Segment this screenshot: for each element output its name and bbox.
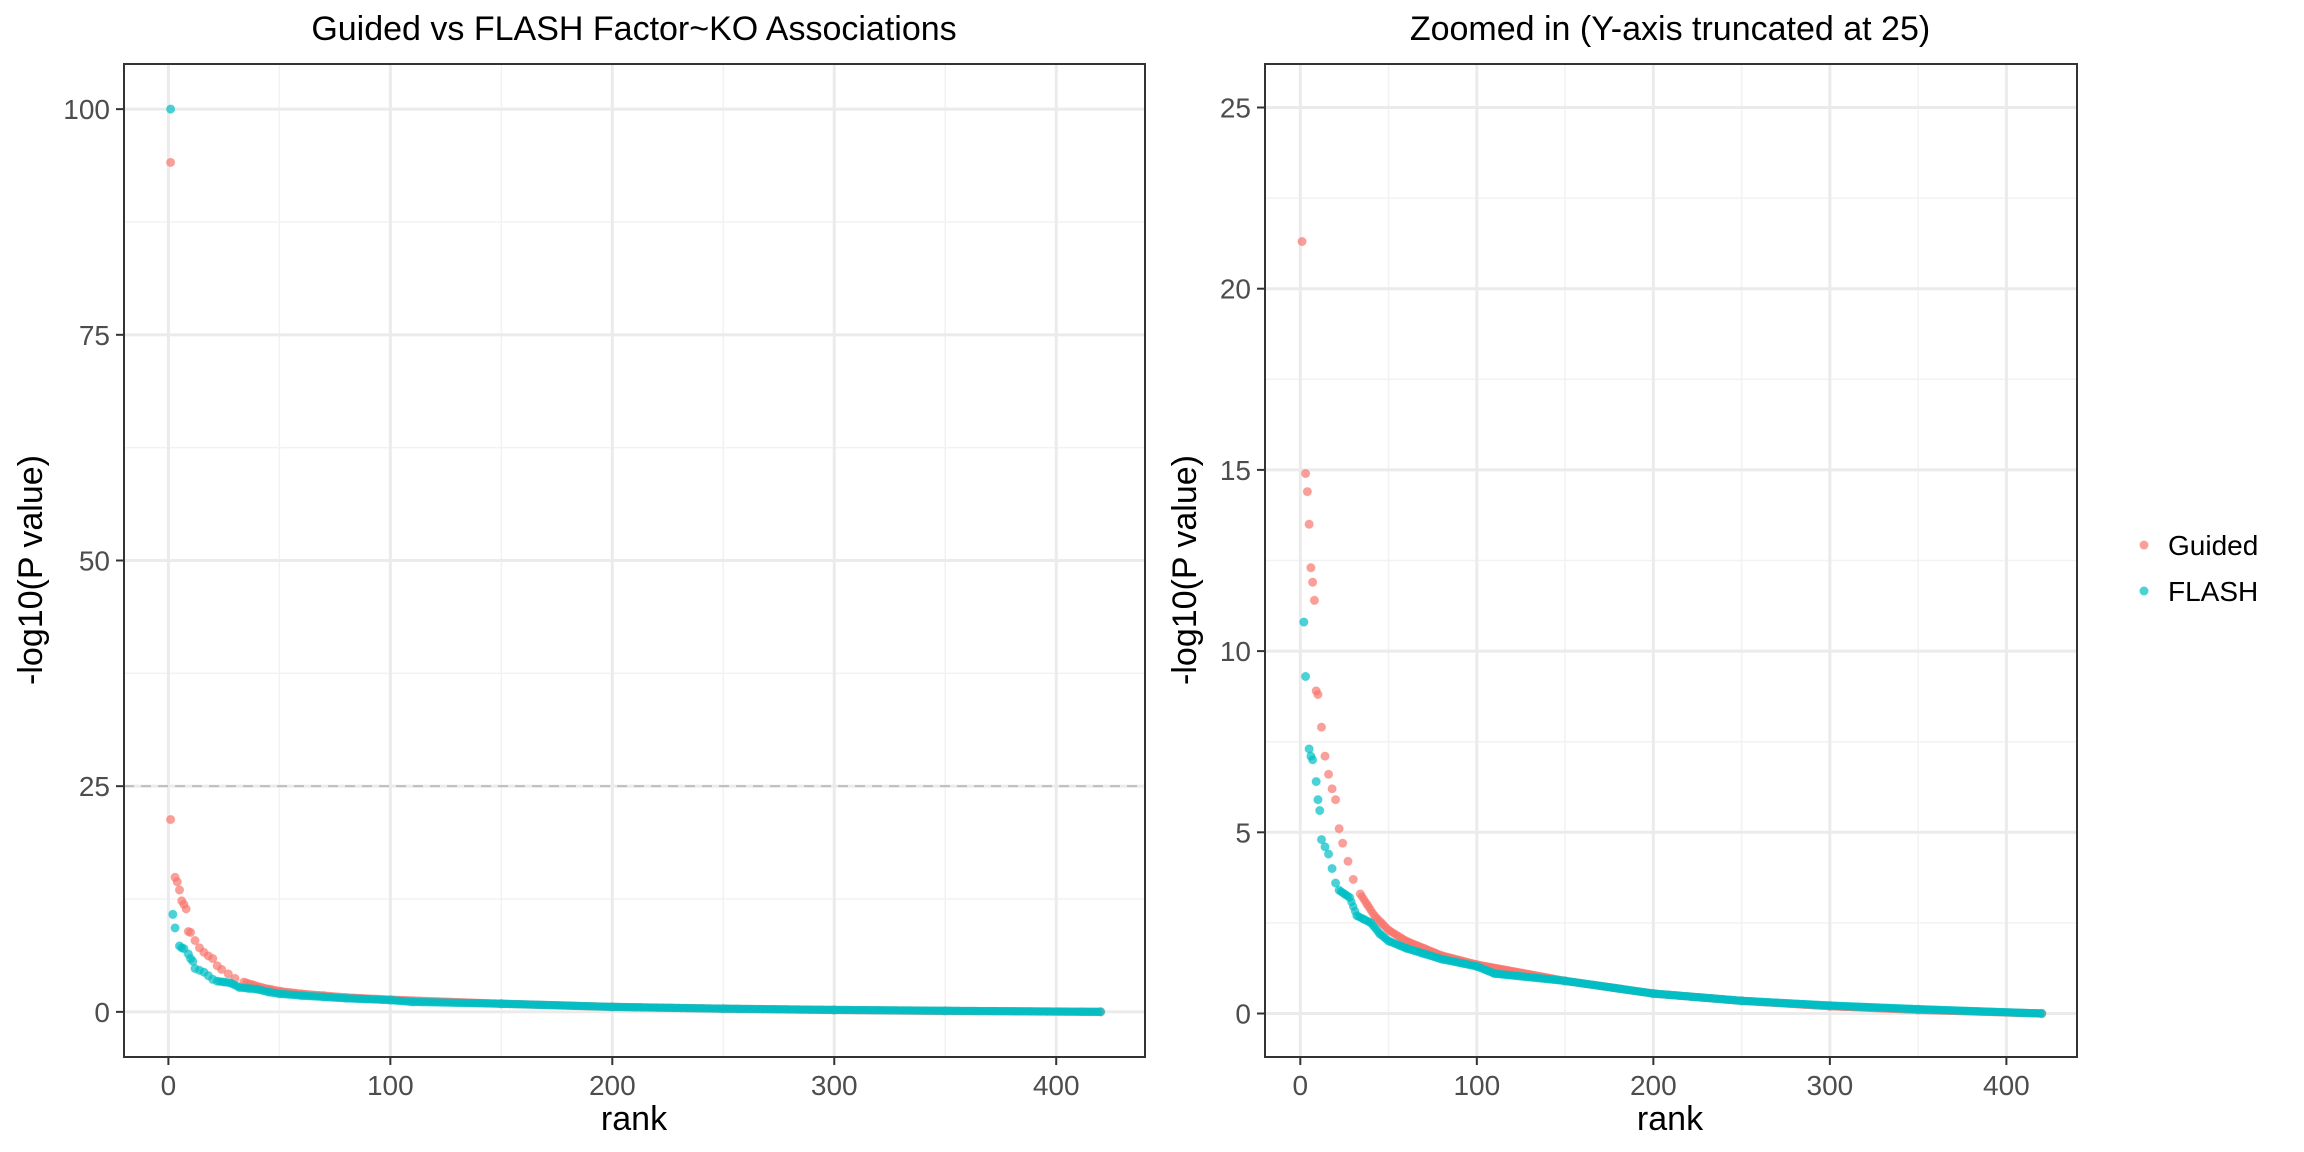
data-point [1297, 236, 1307, 247]
series-flash [1299, 617, 2047, 1019]
panel-zoomed: Zoomed in (Y-axis truncated at 25) rank … [1166, 10, 2078, 1138]
panel-border [1264, 63, 2078, 1058]
panel-full-range: Guided vs FLASH Factor~KO Associations r… [12, 10, 1146, 1138]
data-point [1320, 842, 1330, 852]
data-point [1323, 849, 1334, 859]
x-tick-label: 100 [1453, 1070, 1500, 1101]
data-point [165, 814, 176, 825]
series-flash [165, 104, 1106, 1017]
data-point [174, 885, 185, 895]
data-point [1313, 794, 1323, 805]
data-point [1300, 468, 1311, 479]
legend: Guided FLASH [2139, 530, 2258, 607]
data-point [1330, 794, 1341, 805]
y-tick-label: 75 [79, 320, 110, 351]
data-point [1315, 805, 1325, 816]
legend-label-guided: Guided [2168, 530, 2258, 561]
x-tick-label: 200 [589, 1070, 636, 1101]
data-point [1313, 689, 1323, 700]
data-point [2035, 1009, 2045, 1018]
y-tick-label: 100 [63, 94, 110, 125]
data-point [1316, 722, 1327, 732]
x-tick-label: 0 [1293, 1070, 1309, 1101]
data-point [1309, 595, 1320, 606]
data-point [1299, 617, 1309, 627]
data-point [1330, 878, 1341, 888]
data-point [1327, 784, 1337, 794]
data-point [1306, 563, 1316, 573]
data-point [208, 953, 218, 964]
data-point [1300, 671, 1311, 682]
x-tick-label: 100 [367, 1070, 414, 1101]
data-point [1304, 519, 1314, 529]
y-axis-title: -log10(P value) [1166, 455, 1204, 685]
y-tick-label: 50 [79, 546, 110, 577]
data-point [185, 927, 196, 938]
data-point [1337, 838, 1348, 848]
x-axis-title: rank [1637, 1100, 1704, 1138]
data-point [1302, 486, 1313, 497]
data-point [165, 157, 176, 168]
data-point [172, 877, 182, 887]
data-point [1307, 755, 1318, 765]
data-point [1094, 1007, 1103, 1017]
x-tick-label: 400 [1983, 1070, 2030, 1101]
y-tick-label: 25 [1220, 92, 1251, 123]
data-point [1311, 776, 1321, 787]
data-point [168, 909, 178, 920]
data-point [1327, 863, 1337, 874]
plot-title: Guided vs FLASH Factor~KO Associations [311, 10, 956, 48]
y-tick-label: 15 [1220, 455, 1251, 486]
y-tick-label: 25 [79, 771, 110, 802]
data-point [1307, 577, 1318, 587]
data-point [216, 964, 227, 975]
series-guided [165, 157, 1106, 1017]
y-tick-label: 10 [1220, 636, 1251, 667]
data-point [181, 904, 191, 914]
y-axis-title: -log10(P value) [12, 455, 50, 685]
y-tick-label: 0 [94, 997, 110, 1028]
data-point [1348, 874, 1358, 885]
legend-key-guided [2139, 540, 2149, 550]
data-point [1320, 751, 1330, 761]
y-tick-label: 0 [1235, 999, 1251, 1030]
series-guided [1297, 236, 2047, 1019]
data-point [165, 104, 176, 114]
x-tick-label: 0 [161, 1070, 177, 1101]
x-axis-title: rank [601, 1100, 668, 1138]
data-point [1323, 769, 1334, 780]
plot-area: 0 100 200 300 400 0 5 10 15 20 25 [1220, 63, 2078, 1101]
x-tick-label: 400 [1033, 1070, 1080, 1101]
y-tick-label: 5 [1235, 817, 1251, 848]
x-tick-label: 300 [1807, 1070, 1854, 1101]
data-point [1334, 823, 1344, 834]
data-point [1316, 834, 1327, 845]
plot-title: Zoomed in (Y-axis truncated at 25) [1410, 10, 1930, 48]
data-point [170, 923, 180, 933]
x-tick-label: 200 [1630, 1070, 1677, 1101]
data-point [190, 935, 200, 946]
plot-area: 0 100 200 300 400 0 25 50 75 100 [63, 63, 1146, 1101]
data-point [1343, 856, 1353, 866]
data-point [223, 969, 234, 979]
x-tick-label: 300 [811, 1070, 858, 1101]
legend-label-flash: FLASH [2168, 576, 2258, 607]
y-tick-label: 20 [1220, 274, 1251, 305]
legend-key-flash [2139, 586, 2149, 596]
